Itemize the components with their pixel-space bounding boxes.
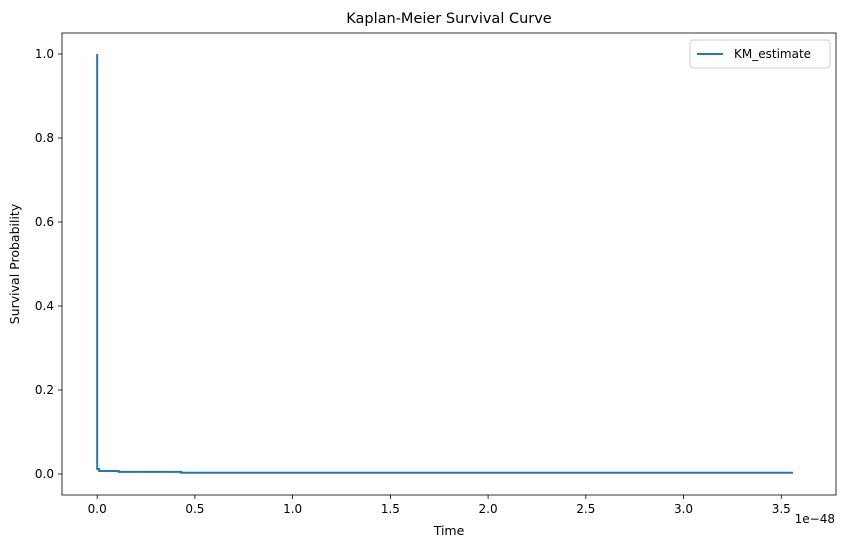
chart-title: Kaplan-Meier Survival Curve: [346, 11, 552, 27]
x-tick-label: 2.0: [479, 502, 498, 516]
y-tick-label: 0.4: [35, 299, 54, 313]
y-axis-label: Survival Probability: [7, 203, 22, 324]
axes-frame: [61, 32, 837, 496]
x-tick-label: 1.0: [283, 502, 302, 516]
y-axis-ticks: 0.0 0.2 0.4 0.6 0.8 1.0: [35, 47, 62, 481]
series-line-km-estimate: [96, 54, 793, 474]
legend: KM_estimate: [689, 39, 831, 69]
x-axis-label: Time: [433, 523, 465, 538]
x-axis-offset-label: 1e−48: [795, 512, 835, 526]
x-tick-label: 1.5: [381, 502, 400, 516]
legend-box: [689, 39, 831, 69]
x-tick-label: 0.0: [88, 502, 107, 516]
x-axis-ticks: 0.0 0.5 1.0 1.5 2.0 2.5 3.0 3.5: [88, 495, 791, 516]
plot-area: [96, 54, 793, 474]
y-tick-label: 1.0: [35, 47, 54, 61]
x-tick-label: 0.5: [185, 502, 204, 516]
x-tick-label: 3.5: [772, 502, 791, 516]
y-tick-label: 0.0: [35, 467, 54, 481]
x-tick-label: 2.5: [576, 502, 595, 516]
y-tick-label: 0.6: [35, 215, 54, 229]
y-tick-label: 0.2: [35, 383, 54, 397]
x-tick-label: 3.0: [674, 502, 693, 516]
y-tick-label: 0.8: [35, 131, 54, 145]
legend-label-km-estimate: KM_estimate: [734, 47, 811, 61]
